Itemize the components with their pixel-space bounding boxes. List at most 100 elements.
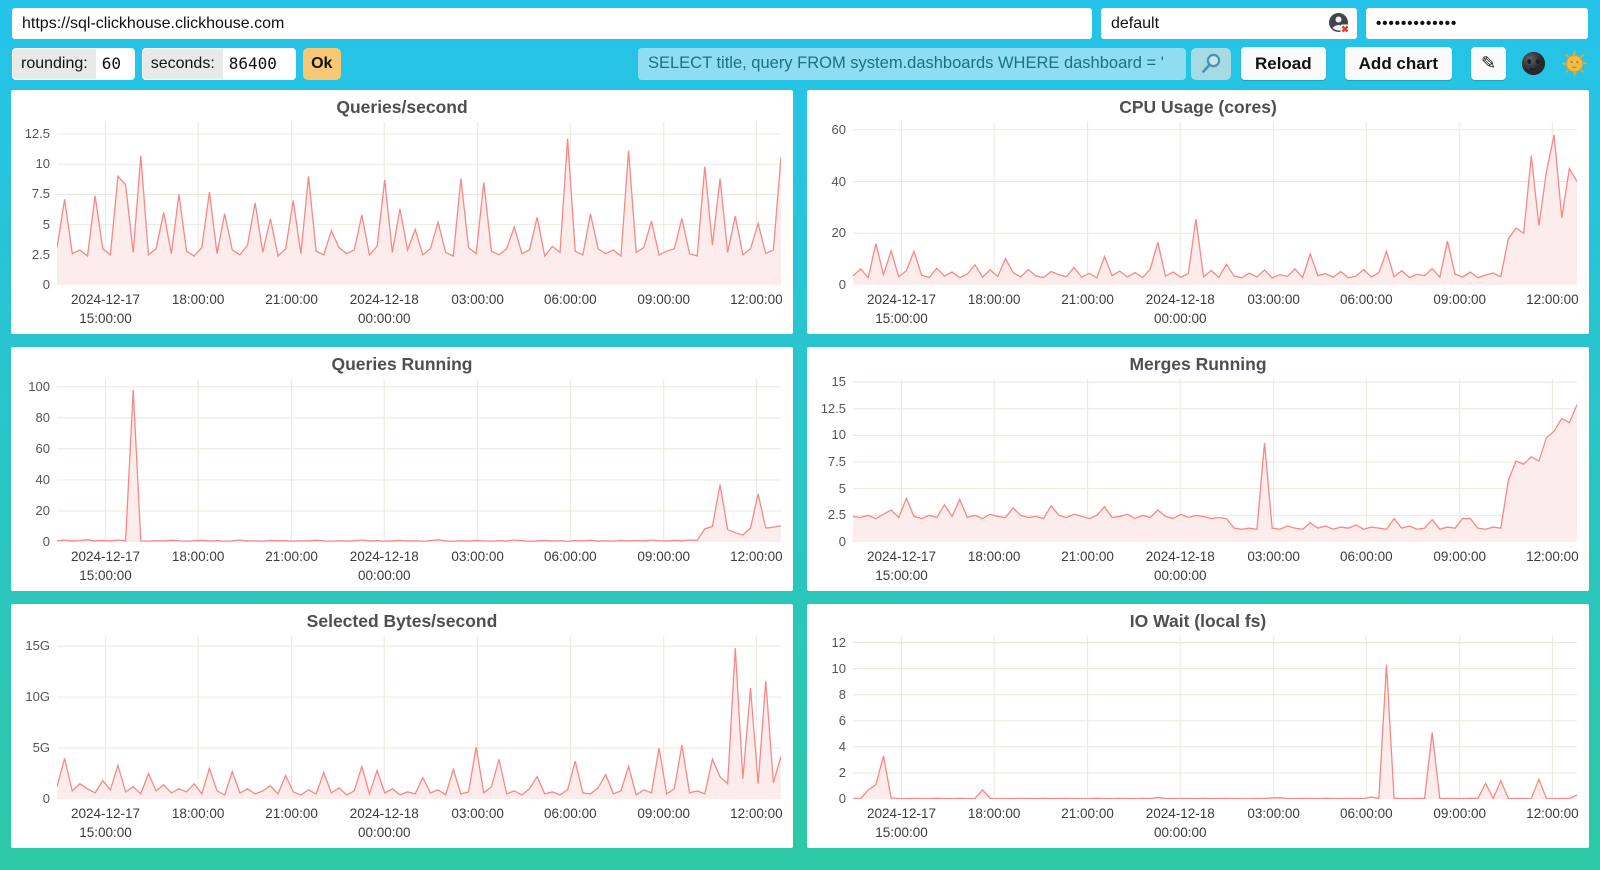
y-tick-label: 40 [831,173,846,189]
y-axis: 0 20 40 60 80 100 [17,378,57,549]
x-tick-label: 06:00:00 [544,292,597,307]
plot-wrap: 0 20 40 60 80 100 [11,377,793,549]
ok-button[interactable]: Ok [302,47,341,80]
dashboard-query-input[interactable] [637,47,1186,80]
y-tick-label: 7.5 [827,454,846,470]
x-tick-label: 12:00:00 [1526,549,1579,564]
plot-area[interactable] [57,379,781,542]
y-axis: 0 2 4 6 8 10 12 [813,634,853,806]
chart-panel: IO Wait (local fs) 0 2 4 6 8 10 12 2024-12-17 15:… [807,604,1589,848]
chart-panel: Merges Running 0 2.5 5 7.5 10 12.5 15 2024-12-17… [807,347,1589,591]
chart-panel: CPU Usage (cores) 0 20 40 60 2024-12-17 15:00:… [807,90,1589,334]
x-tick-label: 2024-12-17 15:00:00 [70,549,141,583]
y-axis: 0 5G 10G 15G [17,636,57,806]
x-tick-label: 2024-12-18 00:00:00 [349,806,419,840]
y-tick-label: 5 [42,216,50,232]
plot-wrap: 0 2 4 6 8 10 12 [807,634,1589,806]
x-tick-label: 2024-12-18 00:00:00 [349,549,419,583]
search-button[interactable] [1190,47,1231,80]
x-tick-label: 21:00:00 [265,549,318,564]
x-tick-label: 06:00:00 [544,806,597,821]
x-tick-label: 21:00:00 [1061,806,1114,821]
x-tick-label: 03:00:00 [1247,549,1300,564]
seconds-control: seconds: [141,47,296,80]
x-tick-label: 18:00:00 [967,806,1021,821]
x-tick-label: 09:00:00 [637,806,690,821]
rounding-input[interactable] [95,48,134,79]
x-tick-label: 2024-12-17 15:00:00 [866,806,937,840]
url-input[interactable] [12,8,1092,39]
y-tick-label: 6 [838,712,846,728]
y-axis: 0 20 40 60 [813,122,853,292]
x-tick-label: 2024-12-18 00:00:00 [1145,549,1215,583]
x-axis: 2024-12-17 15:00:00 18:00:00 21:00:00 2024-1… [853,288,1579,334]
x-tick-label: 03:00:00 [1247,292,1300,307]
plot-area[interactable] [57,122,781,285]
y-tick-label: 7.5 [31,186,50,202]
y-tick-label: 0 [42,277,50,292]
y-tick-label: 0 [838,791,846,806]
y-tick-label: 10 [831,660,846,676]
x-tick-label: 12:00:00 [1526,292,1579,307]
x-tick-label: 21:00:00 [1061,292,1114,307]
y-tick-label: 2.5 [827,507,846,523]
plot-wrap: 0 2.5 5 7.5 10 12.5 15 [807,374,1589,549]
y-tick-label: 80 [35,409,50,425]
reload-button[interactable]: Reload [1240,47,1326,80]
x-tick-label: 21:00:00 [1061,549,1114,564]
x-tick-label: 18:00:00 [967,549,1021,564]
chart-title: Queries Running [331,354,473,374]
x-tick-label: 2024-12-17 15:00:00 [70,292,141,326]
plot-area[interactable] [853,379,1577,542]
x-tick-label: 12:00:00 [730,292,783,307]
chart-panel: Selected Bytes/second 0 5G 10G 15G 2024-12-17… [11,604,793,848]
y-axis: 0 2.5 5 7.5 10 12.5 15 [813,374,853,549]
y-tick-label: 40 [35,471,50,487]
seconds-input[interactable] [222,48,295,79]
x-tick-label: 2024-12-18 00:00:00 [1145,292,1215,326]
chart-title: IO Wait (local fs) [1129,611,1267,631]
x-tick-label: 03:00:00 [451,806,504,821]
y-tick-label: 2 [838,764,846,780]
x-tick-label: 03:00:00 [451,549,504,564]
x-tick-label: 18:00:00 [171,292,225,307]
x-tick-label: 2024-12-18 00:00:00 [349,292,419,326]
plot-area[interactable] [57,636,781,799]
plot-area[interactable] [853,122,1577,285]
x-tick-label: 2024-12-17 15:00:00 [866,549,937,583]
x-tick-label: 18:00:00 [967,292,1021,307]
edit-button[interactable]: ✎ [1471,47,1506,80]
x-tick-label: 2024-12-17 15:00:00 [866,292,937,326]
password-manager-icon[interactable] [1328,12,1351,35]
y-tick-label: 10G [25,689,50,705]
plot-area[interactable] [853,636,1577,799]
x-tick-label: 12:00:00 [730,806,783,821]
y-tick-label: 10 [831,427,846,443]
x-tick-label: 12:00:00 [730,549,783,564]
y-tick-label: 0 [838,277,846,292]
x-tick-label: 2024-12-17 15:00:00 [70,806,141,840]
y-tick-label: 12 [831,634,846,650]
light-theme-sun-icon[interactable] [1561,50,1588,77]
y-tick-label: 20 [35,502,50,518]
x-tick-label: 18:00:00 [171,806,225,821]
x-axis: 2024-12-17 15:00:00 18:00:00 21:00:00 2024-1… [57,802,783,848]
y-tick-label: 0 [42,534,50,549]
user-input[interactable] [1101,8,1357,39]
y-tick-label: 0 [42,791,50,806]
y-axis: 0 2.5 5 7.5 10 12.5 [17,122,57,292]
password-input[interactable] [1366,8,1588,39]
topbar: rounding: seconds: Ok Reload Add chart ✎ [0,0,1600,80]
dark-theme-moon-icon[interactable] [1520,50,1547,77]
y-tick-label: 12.5 [820,400,846,416]
search-icon [1202,53,1221,73]
y-tick-label: 100 [28,378,50,394]
plot-wrap: 0 5G 10G 15G [11,634,793,806]
rounding-label: rounding: [13,48,96,79]
rounding-control: rounding: [12,47,135,80]
charts-grid: Queries/second 0 2.5 5 7.5 10 12.5 2024-12-17 15… [0,80,1600,860]
x-tick-label: 03:00:00 [451,292,504,307]
connection-row [12,8,1588,39]
x-tick-label: 06:00:00 [1340,549,1393,564]
add-chart-button[interactable]: Add chart [1344,47,1452,80]
